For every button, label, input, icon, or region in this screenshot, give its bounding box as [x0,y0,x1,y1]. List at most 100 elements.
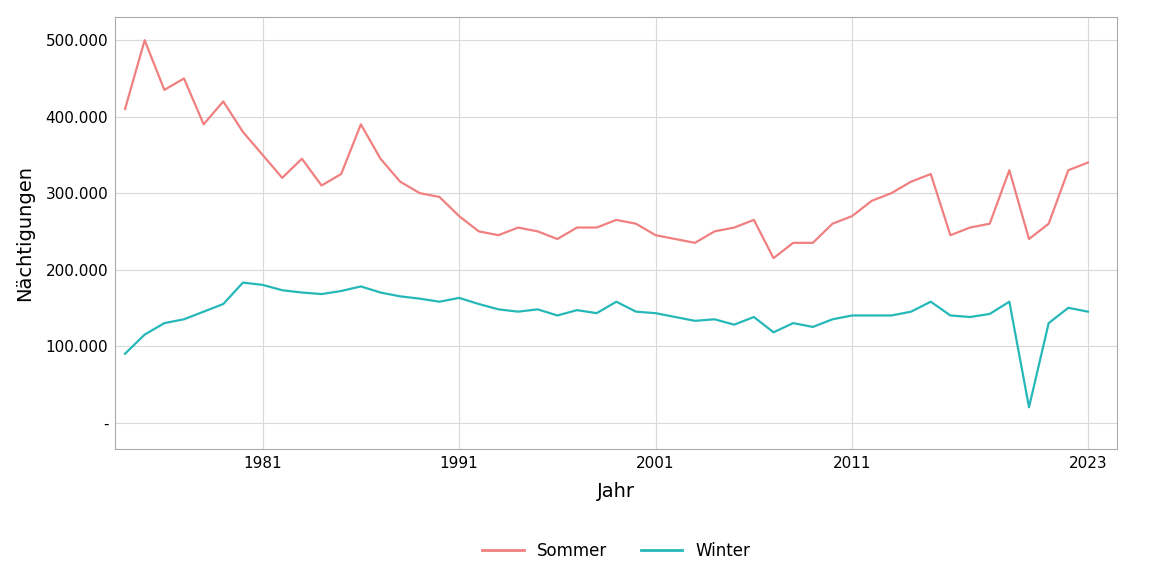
Sommer [885,190,899,196]
Sommer [629,220,643,227]
Sommer [826,220,840,227]
Winter [295,289,309,296]
Winter [885,312,899,319]
Sommer [119,105,132,112]
Sommer [177,75,191,82]
Legend: Sommer, Winter: Sommer, Winter [476,535,757,567]
Sommer [295,156,309,162]
Sommer [590,224,604,231]
Winter [492,306,506,313]
Sommer [707,228,721,235]
Winter [314,291,328,298]
Winter [256,282,270,289]
Winter [649,310,662,317]
Sommer [668,236,682,242]
Sommer [787,240,801,247]
Sommer [492,232,506,238]
Winter [412,295,426,302]
Sommer [453,213,467,219]
Sommer [865,198,879,204]
Line: Sommer: Sommer [126,40,1087,258]
Winter [865,312,879,319]
Winter [472,301,486,308]
Sommer [766,255,780,262]
Winter [177,316,191,323]
Winter [629,308,643,315]
Winter [531,306,545,313]
Line: Winter: Winter [126,283,1087,407]
Sommer [314,182,328,189]
Sommer [432,194,446,200]
Y-axis label: Nächtigungen: Nächtigungen [15,165,35,301]
Sommer [746,217,760,223]
Winter [511,308,525,315]
Sommer [472,228,486,235]
Winter [983,310,996,317]
Winter [373,289,387,296]
Winter [787,320,801,327]
Sommer [983,220,996,227]
Sommer [1002,166,1016,173]
Winter [158,320,172,327]
Winter [963,313,977,320]
Winter [217,301,230,308]
Sommer [904,178,918,185]
Winter [766,329,780,336]
Sommer [924,170,938,177]
Sommer [531,228,545,235]
Winter [609,298,623,305]
Winter [275,287,289,294]
Sommer [649,232,662,238]
Winter [924,298,938,305]
Winter [1041,320,1055,327]
Sommer [158,86,172,93]
Winter [590,310,604,317]
Winter [688,317,702,324]
Winter [846,312,859,319]
Winter [551,312,564,319]
Sommer [334,170,348,177]
Winter [904,308,918,315]
Sommer [846,213,859,219]
Winter [707,316,721,323]
Sommer [217,98,230,105]
Sommer [570,224,584,231]
Winter [1081,308,1094,315]
Sommer [138,37,152,44]
Sommer [943,232,957,238]
Winter [197,308,211,315]
Sommer [256,151,270,158]
Winter [746,313,760,320]
Sommer [806,240,820,247]
Winter [432,298,446,305]
Sommer [412,190,426,196]
Winter [826,316,840,323]
Sommer [354,121,367,128]
Sommer [197,121,211,128]
Winter [570,306,584,313]
Winter [453,294,467,301]
Sommer [1081,159,1094,166]
Winter [1022,404,1036,411]
Sommer [727,224,741,231]
Sommer [551,236,564,242]
Sommer [963,224,977,231]
Winter [943,312,957,319]
Sommer [393,178,407,185]
Winter [354,283,367,290]
Sommer [1022,236,1036,242]
X-axis label: Jahr: Jahr [598,482,635,501]
Winter [668,313,682,320]
Winter [806,324,820,331]
Sommer [1061,166,1075,173]
Sommer [688,240,702,247]
Winter [727,321,741,328]
Winter [393,293,407,300]
Winter [236,279,250,286]
Winter [334,287,348,294]
Sommer [609,217,623,223]
Sommer [373,156,387,162]
Sommer [1041,220,1055,227]
Winter [1061,304,1075,311]
Winter [1002,298,1016,305]
